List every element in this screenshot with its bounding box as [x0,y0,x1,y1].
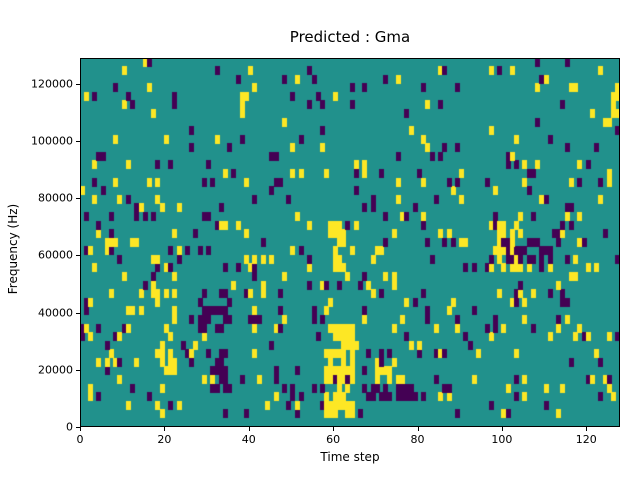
x-tick-label: 80 [410,433,425,446]
y-tick-mark [76,83,80,85]
x-tick-mark [80,427,81,431]
x-tick-label: 60 [326,433,341,446]
y-tick-mark [76,140,80,142]
x-tick-mark [248,427,250,431]
x-tick-label: 20 [157,433,172,446]
x-tick-label: 120 [575,433,597,446]
y-tick-label: 100000 [31,134,73,148]
y-axis-label: Frequency (Hz) [6,203,20,295]
y-tick-mark [76,198,80,200]
x-tick-label: 40 [241,433,256,446]
y-tick-label: 20000 [38,363,73,377]
y-tick-mark [76,427,80,428]
y-tick-label: 120000 [31,77,73,91]
x-tick-mark [417,427,419,431]
x-tick-label: 100 [491,433,513,446]
y-tick-mark [76,369,80,371]
y-tick-mark [76,255,80,257]
y-tick-label: 60000 [38,248,73,262]
y-tick-label: 0 [66,420,73,434]
heatmap-canvas [80,58,620,427]
x-tick-mark [333,427,335,431]
x-tick-label: 0 [76,433,84,446]
x-axis-label: Time step [320,450,380,464]
x-tick-mark [586,427,588,431]
y-tick-mark [76,312,80,314]
y-tick-label: 80000 [38,191,73,205]
chart-title: Predicted : Gma [289,28,411,46]
y-tick-label: 40000 [38,306,73,320]
x-tick-mark [164,427,166,431]
x-tick-mark [501,427,503,431]
